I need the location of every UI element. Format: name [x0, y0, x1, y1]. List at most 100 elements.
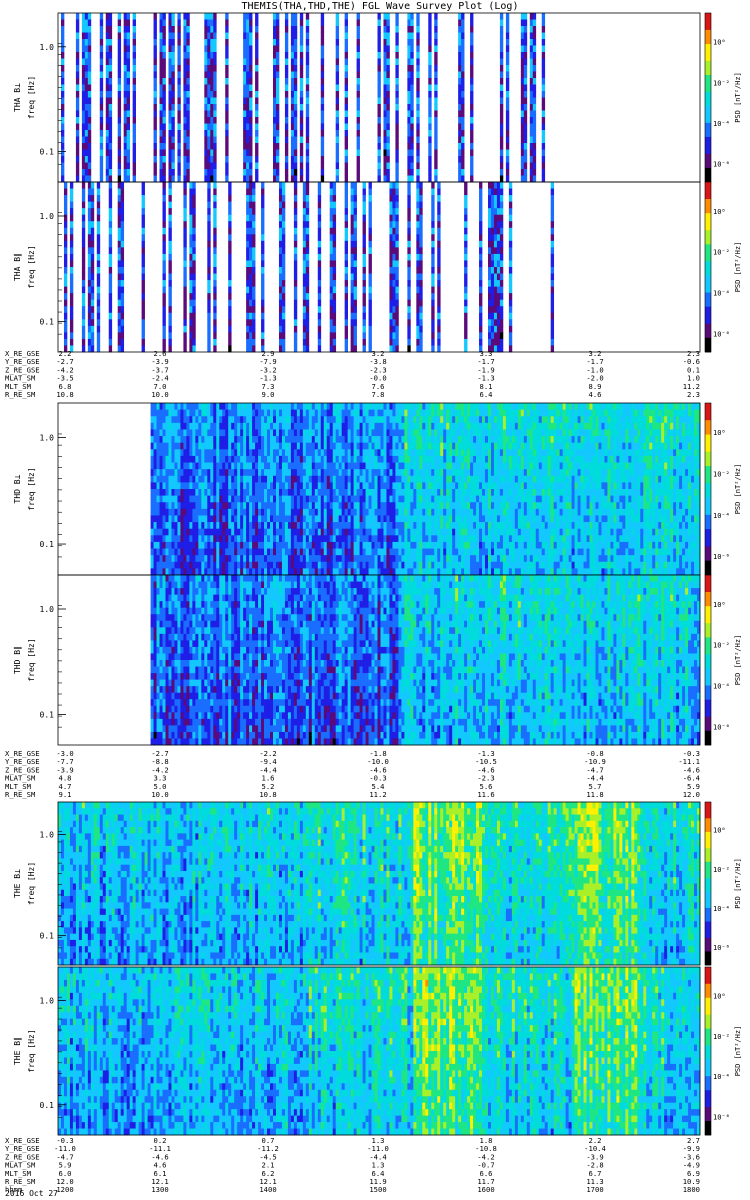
spectrogram-cell — [160, 130, 163, 137]
spectrogram-cell — [416, 163, 419, 170]
spectrogram-cell — [246, 403, 249, 410]
spectrogram-cell — [154, 522, 157, 529]
spectrogram-cell — [225, 436, 228, 443]
spectrogram-cell — [213, 476, 216, 483]
spectrogram-cell — [333, 429, 336, 436]
spectrogram-cell — [348, 535, 351, 542]
spectrogram-cell — [345, 416, 348, 423]
spectrogram-cell — [118, 267, 121, 274]
spectrogram-cell — [321, 91, 324, 98]
spectrogram-cell — [216, 535, 219, 542]
spectrogram-cell — [312, 410, 315, 417]
spectrogram-cell — [133, 111, 136, 118]
spectrogram-cell — [252, 509, 255, 516]
spectrogram-cell — [189, 469, 192, 476]
spectrogram-cell — [82, 150, 85, 157]
spectrogram-cell — [213, 423, 216, 430]
spectrogram-cell — [336, 410, 339, 417]
spectrogram-cell — [192, 345, 195, 352]
spectrogram-cell — [416, 319, 419, 326]
spectrogram-cell — [509, 287, 512, 294]
spectrogram-cell — [100, 26, 103, 33]
spectrogram-cell — [521, 111, 524, 118]
spectrogram-cell — [258, 463, 261, 470]
spectrogram-cell — [419, 345, 422, 352]
spectrogram-cell — [336, 104, 339, 111]
spectrogram-cell — [118, 72, 121, 79]
spectrogram-cell — [386, 91, 389, 98]
spectrogram-cell — [234, 423, 237, 430]
spectrogram-cell — [306, 247, 309, 254]
spectrogram-cell — [186, 469, 189, 476]
spectrogram-cell — [348, 542, 351, 549]
spectrogram-cell — [369, 489, 372, 496]
colorbar-segment — [705, 210, 711, 213]
spectrogram-cell — [157, 509, 160, 516]
spectrogram-cell — [246, 489, 249, 496]
spectrogram-cell — [76, 91, 79, 98]
colorbar-segment — [705, 33, 711, 36]
spectrogram-cell — [345, 202, 348, 209]
spectrogram-cell — [195, 449, 198, 456]
spectrogram-cell — [273, 156, 276, 163]
spectrogram-cell — [88, 221, 91, 228]
spectrogram-cell — [306, 423, 309, 430]
spectrogram-cell — [261, 443, 264, 450]
spectrogram-cell — [342, 549, 345, 556]
spectrogram-cell — [383, 163, 386, 170]
spectrogram-cell — [354, 555, 357, 562]
spectrogram-cell — [336, 449, 339, 456]
spectrogram-cell — [357, 33, 360, 40]
spectrogram-cell — [183, 449, 186, 456]
spectrogram-cell — [300, 463, 303, 470]
spectrogram-cell — [321, 72, 324, 79]
spectrogram-cell — [282, 254, 285, 261]
spectrogram-cell — [258, 436, 261, 443]
spectrogram-cell — [282, 293, 285, 300]
spectrogram-cell — [282, 313, 285, 320]
spectrogram-cell — [291, 555, 294, 562]
spectrogram-cell — [369, 535, 372, 542]
spectrogram-cell — [434, 78, 437, 85]
spectrogram-cell — [82, 195, 85, 202]
spectrogram-cell — [189, 535, 192, 542]
spectrogram-cell — [118, 274, 121, 281]
spectrogram-cell — [303, 234, 306, 241]
spectrogram-cell — [339, 449, 342, 456]
spectrogram-cell — [530, 137, 533, 144]
spectrogram-cell — [315, 496, 318, 503]
spectrogram-cell — [177, 496, 180, 503]
spectrogram-cell — [258, 449, 261, 456]
spectrogram-cell — [168, 215, 171, 222]
spectrogram-cell — [416, 280, 419, 287]
spectrogram-cell — [228, 208, 231, 215]
spectrogram-cell — [530, 59, 533, 66]
spectrogram-cell — [437, 260, 440, 267]
spectrogram-cell — [177, 416, 180, 423]
spectrogram-cell — [213, 20, 216, 27]
spectrogram-cell — [219, 403, 222, 410]
spectrogram-cell — [255, 403, 258, 410]
spectrogram-cell — [163, 469, 166, 476]
spectrogram-cell — [294, 111, 297, 118]
spectrogram-cell — [166, 456, 169, 463]
spectrogram-cell — [100, 104, 103, 111]
spectrogram-cell — [70, 189, 73, 196]
spectrogram-cell — [151, 429, 154, 436]
spectrogram-cell — [533, 117, 536, 124]
spectrogram-cell — [151, 449, 154, 456]
spectrogram-cell — [240, 522, 243, 529]
spectrogram-cell — [118, 332, 121, 339]
spectrogram-cell — [303, 496, 306, 503]
spectrogram-cell — [121, 228, 124, 235]
spectrogram-cell — [392, 293, 395, 300]
spectrogram-cell — [228, 306, 231, 313]
spectrogram-cell — [255, 78, 258, 85]
spectrogram-cell — [416, 228, 419, 235]
spectrogram-cell — [285, 124, 288, 131]
spectrogram-cell — [389, 241, 392, 248]
colorbar-segment — [705, 78, 711, 81]
spectrogram-cell — [180, 502, 183, 509]
spectrogram-cell — [506, 104, 509, 111]
spectrogram-cell — [389, 280, 392, 287]
